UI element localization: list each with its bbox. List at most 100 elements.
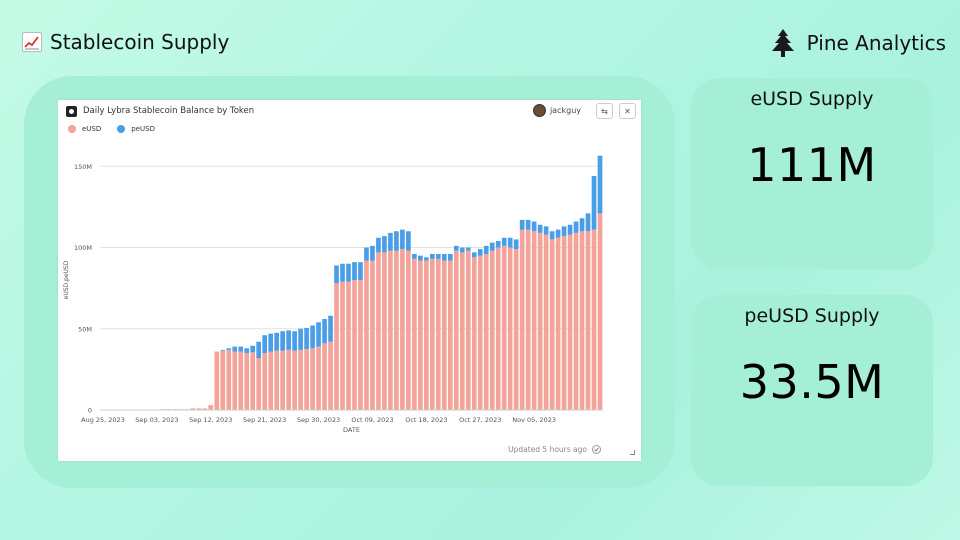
bar-eusd [394, 250, 399, 410]
x-tick-label: Oct 18, 2023 [405, 416, 447, 424]
resize-handle-icon[interactable] [630, 450, 635, 455]
bar-eusd [268, 351, 273, 410]
chart-legend: eUSD peUSD [68, 125, 155, 133]
bar-peusd [561, 226, 567, 237]
bar-eusd [352, 280, 357, 410]
card-user[interactable]: jackguy [532, 104, 581, 117]
bar-peusd [591, 176, 597, 230]
bar-eusd [286, 349, 291, 410]
y-tick-label: 100M [74, 244, 92, 252]
x-tick-label: Sep 12, 2023 [189, 416, 232, 424]
page-title: Stablecoin Supply [50, 30, 230, 54]
bar-peusd [483, 245, 489, 254]
bar-eusd [316, 346, 321, 410]
bar-eusd [376, 252, 381, 410]
x-tick-label: Oct 27, 2023 [459, 416, 501, 424]
x-tick-label: Nov 05, 2023 [512, 416, 556, 424]
bar-eusd [364, 260, 369, 410]
chart-card: Daily Lybra Stablecoin Balance by Token … [58, 100, 641, 461]
swap-icon: ⇆ [601, 106, 608, 116]
bar-peusd [316, 322, 321, 347]
bar-eusd [274, 350, 279, 410]
bar-eusd [561, 236, 567, 410]
bar-peusd [430, 254, 435, 259]
bar-peusd [262, 335, 268, 354]
bar-peusd [501, 237, 507, 246]
bar-peusd [579, 218, 585, 232]
bar-peusd [388, 232, 393, 251]
bar-eusd [418, 260, 423, 410]
bar-eusd [507, 247, 513, 410]
bar-eusd [549, 239, 555, 410]
bar-eusd [256, 358, 262, 410]
brand-name: Pine Analytics [806, 31, 946, 55]
eusd-supply-card: eUSD Supply 111M [691, 78, 933, 269]
bar-eusd [262, 353, 268, 410]
bar-eusd [465, 250, 471, 410]
x-tick-label: Sep 21, 2023 [243, 416, 286, 424]
bar-peusd [537, 224, 543, 233]
bar-eusd [543, 234, 549, 410]
bar-eusd [310, 348, 315, 410]
legend-item-peusd[interactable]: peUSD [117, 125, 155, 133]
bar-eusd [238, 351, 244, 410]
bar-peusd [573, 221, 579, 233]
x-axis-label: DATE [343, 426, 360, 434]
bar-peusd [495, 241, 501, 248]
bar-eusd [489, 250, 495, 410]
bar-eusd [232, 351, 238, 410]
bar-eusd [370, 260, 375, 410]
card-user-name: jackguy [549, 106, 581, 115]
close-icon: ✕ [624, 106, 631, 116]
bar-peusd [519, 219, 525, 230]
bar-eusd [501, 245, 507, 410]
bar-eusd [214, 351, 220, 410]
bar-eusd [412, 258, 417, 410]
bar-peusd [280, 331, 285, 351]
close-button[interactable]: ✕ [619, 103, 636, 119]
bar-eusd [400, 249, 405, 410]
peusd-supply-card: peUSD Supply 33.5M [691, 295, 933, 486]
bar-eusd [346, 281, 351, 410]
legend-item-eusd[interactable]: eUSD [68, 125, 101, 133]
bar-peusd [370, 245, 375, 261]
x-tick-label: Aug 25, 2023 [81, 416, 125, 424]
bar-peusd [346, 263, 351, 282]
bar-peusd [250, 345, 256, 353]
bar-peusd [555, 229, 561, 238]
bar-eusd [447, 260, 453, 410]
bar-eusd [244, 353, 250, 410]
eusd-supply-value: 111M [747, 138, 877, 192]
bar-eusd [537, 232, 543, 410]
pine-tree-logo-icon [771, 29, 794, 57]
bar-eusd [358, 280, 363, 410]
stacked-bar-chart: 0 50M 100M 150M Aug 25, 2023 Sep 03, 2023 Sep … [63, 155, 603, 434]
bar-peusd [376, 237, 381, 253]
bar-eusd [382, 252, 387, 410]
bar-peusd [286, 330, 291, 350]
avatar [532, 104, 546, 117]
swap-button[interactable]: ⇆ [596, 103, 613, 119]
bar-eusd [304, 349, 309, 410]
bar-peusd [268, 333, 273, 352]
bar-peusd [226, 348, 232, 350]
bar-eusd [250, 352, 256, 410]
eusd-supply-label: eUSD Supply [750, 88, 874, 110]
bar-peusd [304, 327, 309, 350]
y-axis-label: eUSD,peUSD [63, 260, 70, 299]
bar-peusd [256, 341, 262, 358]
bar-peusd [531, 221, 537, 232]
bar-eusd [597, 213, 603, 410]
bar-eusd [280, 350, 285, 410]
bar-peusd [322, 319, 327, 344]
bar-eusd [525, 229, 531, 410]
bar-peusd [358, 262, 363, 280]
bar-eusd [202, 408, 208, 410]
bar-peusd [585, 213, 591, 232]
legend-label-peusd: peUSD [131, 125, 155, 133]
bar-eusd [567, 234, 573, 410]
bar-eusd [298, 349, 303, 410]
bar-peusd [567, 224, 573, 235]
bar-eusd [573, 232, 579, 410]
chart-increasing-icon [22, 32, 42, 52]
